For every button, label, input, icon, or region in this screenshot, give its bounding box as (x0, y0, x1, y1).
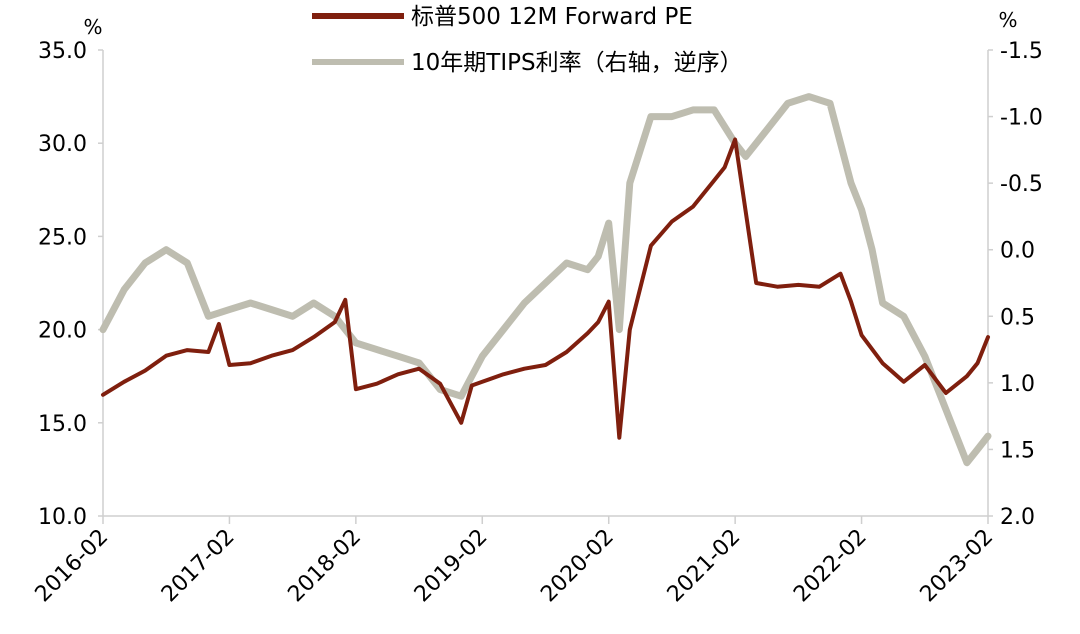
x-tick-label: 2023-02 (916, 525, 999, 608)
left-tick-label: 35.0 (38, 39, 87, 64)
legend: 标普500 12M Forward PE 10年期TIPS利率（右轴，逆序） (312, 4, 743, 76)
x-tick-label: 2019-02 (410, 525, 493, 608)
right-tick-label: 1.0 (1000, 372, 1035, 397)
x-tick-label: 2017-02 (157, 525, 240, 608)
legend-label-tips: 10年期TIPS利率（右轴，逆序） (411, 50, 743, 76)
left-tick-labels: 35.0 30.0 25.0 20.0 15.0 10.0 (38, 39, 103, 530)
right-tick-labels: -1.5 -1.0 -0.5 0.0 0.5 1.0 1.5 2.0 (988, 39, 1043, 530)
x-tick-label: 2022-02 (789, 525, 872, 608)
left-unit-label: % (83, 15, 102, 39)
right-tick-label: 2.0 (1000, 505, 1035, 530)
left-tick-label: 30.0 (38, 132, 87, 157)
x-tick-labels: 2016-02 2017-02 2018-02 2019-02 2020-02 2021-… (31, 516, 999, 608)
right-unit-label: % (998, 8, 1017, 32)
legend-label-pe: 标普500 12M Forward PE (411, 4, 693, 30)
right-tick-label: -1.0 (1000, 106, 1043, 131)
left-tick-label: 25.0 (38, 225, 87, 250)
x-tick-label: 2021-02 (663, 525, 746, 608)
series-lines (99, 93, 992, 467)
series-line-tips-rate (99, 93, 992, 467)
x-tick-label: 2020-02 (536, 525, 619, 608)
left-tick-label: 15.0 (38, 412, 87, 437)
right-tick-label: 1.5 (1000, 438, 1035, 463)
left-tick-label: 20.0 (38, 319, 87, 344)
right-tick-label: -1.5 (1000, 39, 1043, 64)
series-line-forward-pe (101, 137, 990, 440)
x-tick-label: 2018-02 (283, 525, 366, 608)
left-tick-label: 10.0 (38, 505, 87, 530)
x-tick-label: 2016-02 (31, 525, 114, 608)
right-tick-label: 0.0 (1000, 239, 1035, 264)
right-tick-label: -0.5 (1000, 172, 1043, 197)
right-tick-label: 0.5 (1000, 305, 1035, 330)
